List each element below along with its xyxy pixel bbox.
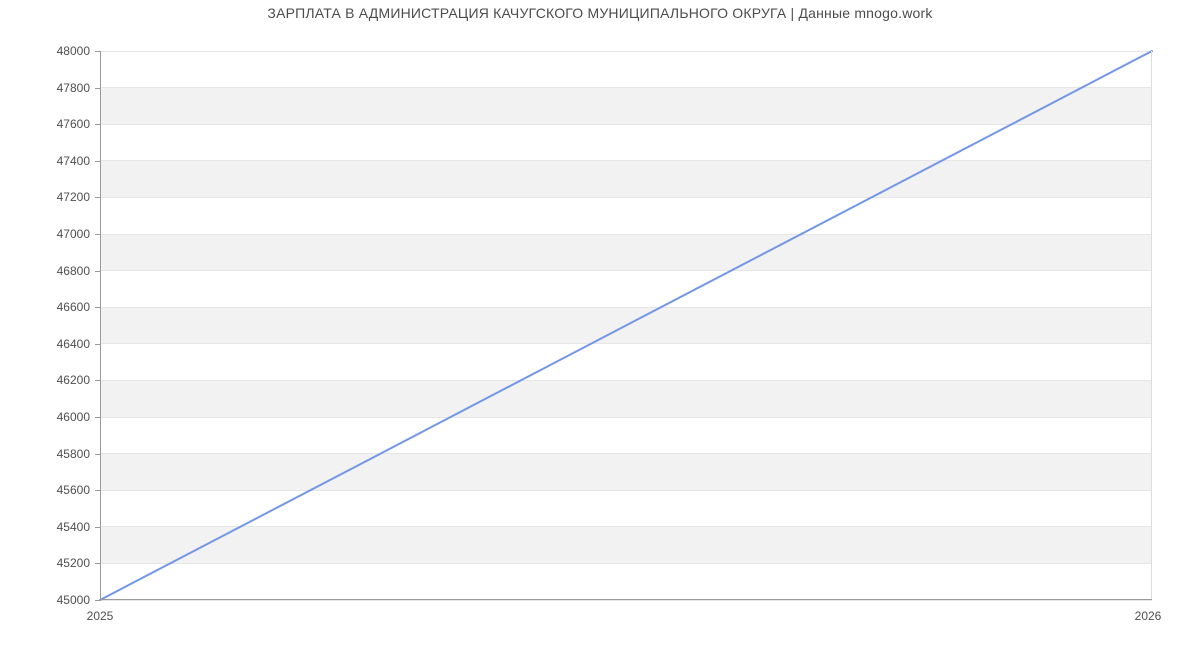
x-axis-line: [100, 599, 1152, 600]
y-gridline: [100, 343, 1152, 345]
x-tick-label: 2026: [1134, 609, 1162, 623]
shaded-band: [100, 380, 1152, 417]
y-tick-mark: [95, 490, 100, 492]
y-tick-label: 45200: [56, 556, 90, 571]
y-tick-mark: [95, 417, 100, 418]
y-gridline: [100, 526, 1152, 528]
y-gridline: [100, 196, 1152, 198]
y-gridline: [100, 453, 1152, 455]
y-tick-mark: [95, 197, 100, 199]
y-tick-mark: [95, 563, 100, 565]
y-tick-label: 45400: [56, 519, 90, 534]
y-tick-label: 47600: [56, 117, 90, 132]
y-gridline: [100, 562, 1152, 564]
y-tick-mark: [95, 234, 100, 235]
y-tick-mark: [95, 307, 100, 309]
y-gridline: [100, 87, 1152, 89]
shaded-band: [100, 160, 1152, 198]
y-tick-mark: [95, 160, 100, 162]
x-tick-label: 2025: [86, 609, 114, 623]
y-gridline: [100, 379, 1152, 381]
y-gridline: [100, 416, 1152, 418]
y-gridline: [100, 489, 1152, 491]
y-tick-label: 47200: [56, 190, 90, 205]
chart-title: ЗАРПЛАТА В АДМИНИСТРАЦИЯ КАЧУГСКОГО МУНИ…: [267, 5, 933, 21]
y-tick-mark: [95, 270, 100, 272]
y-tick-label: 46600: [56, 300, 90, 315]
y-gridline: [100, 306, 1152, 308]
shaded-band: [100, 453, 1152, 491]
y-tick-label: 46000: [56, 410, 90, 424]
y-tick-label: 48000: [56, 44, 90, 58]
data-line-svg: [99, 50, 1153, 601]
shaded-band: [100, 234, 1152, 271]
y-tick-label: 45600: [56, 483, 90, 498]
y-gridline: [100, 123, 1152, 125]
y-gridline: [100, 599, 1152, 601]
y-tick-mark: [95, 343, 100, 345]
y-gridline: [100, 160, 1152, 162]
y-gridline: [100, 233, 1152, 235]
y-tick-label: 45000: [56, 593, 90, 607]
y-tick-label: 46400: [56, 336, 90, 351]
y-tick-label: 46800: [56, 263, 90, 278]
shaded-band: [100, 526, 1152, 564]
y-tick-label: 45800: [56, 446, 90, 461]
y-gridline: [100, 50, 1152, 52]
y-tick-mark: [95, 526, 100, 528]
y-tick-mark: [95, 124, 100, 126]
shaded-band: [100, 87, 1152, 125]
data-line: [99, 50, 1153, 601]
y-gridline: [100, 270, 1152, 272]
y-tick-mark: [95, 51, 100, 52]
y-axis-line: [100, 51, 101, 600]
y-tick-label: 47000: [56, 227, 90, 241]
plot-right-border: [1151, 51, 1152, 600]
y-tick-mark: [95, 453, 100, 455]
plot-area: [99, 50, 1153, 601]
y-tick-mark: [95, 87, 100, 89]
y-tick-mark: [95, 380, 100, 382]
y-tick-label: 47800: [56, 80, 90, 95]
y-tick-label: 46200: [56, 373, 90, 388]
y-tick-mark: [95, 600, 100, 601]
y-tick-label: 47400: [56, 153, 90, 168]
